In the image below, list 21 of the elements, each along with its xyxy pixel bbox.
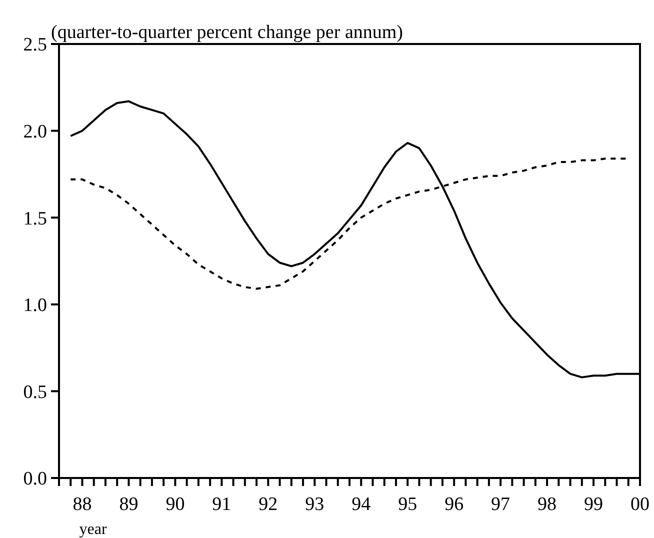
x-tick-label: 00 bbox=[630, 494, 650, 515]
y-tick-label: 2.5 bbox=[23, 34, 47, 56]
y-tick-label: 0.0 bbox=[23, 468, 47, 490]
x-tick-label: 91 bbox=[212, 494, 232, 515]
x-axis-title: year bbox=[79, 521, 108, 538]
y-tick-label: 0.5 bbox=[23, 382, 47, 403]
y-tick-label: 1.5 bbox=[23, 208, 47, 230]
x-tick-label: 92 bbox=[258, 494, 278, 515]
x-tick-label: 90 bbox=[166, 494, 185, 515]
y-tick-label: 1.0 bbox=[23, 295, 47, 316]
y-axis-title: (quarter-to-quarter percent change per annum) bbox=[51, 22, 403, 43]
x-tick-label: 95 bbox=[398, 494, 418, 515]
x-tick-label: 93 bbox=[305, 494, 324, 515]
x-tick-label: 88 bbox=[72, 494, 92, 515]
x-tick-label: 94 bbox=[352, 494, 372, 515]
y-tick-label: 2.0 bbox=[23, 121, 47, 142]
x-tick-label: 89 bbox=[119, 494, 138, 515]
x-tick-label: 97 bbox=[491, 494, 510, 515]
x-tick-label: 98 bbox=[538, 494, 557, 515]
x-tick-label: 96 bbox=[444, 494, 464, 515]
x-tick-label: 99 bbox=[584, 494, 604, 515]
